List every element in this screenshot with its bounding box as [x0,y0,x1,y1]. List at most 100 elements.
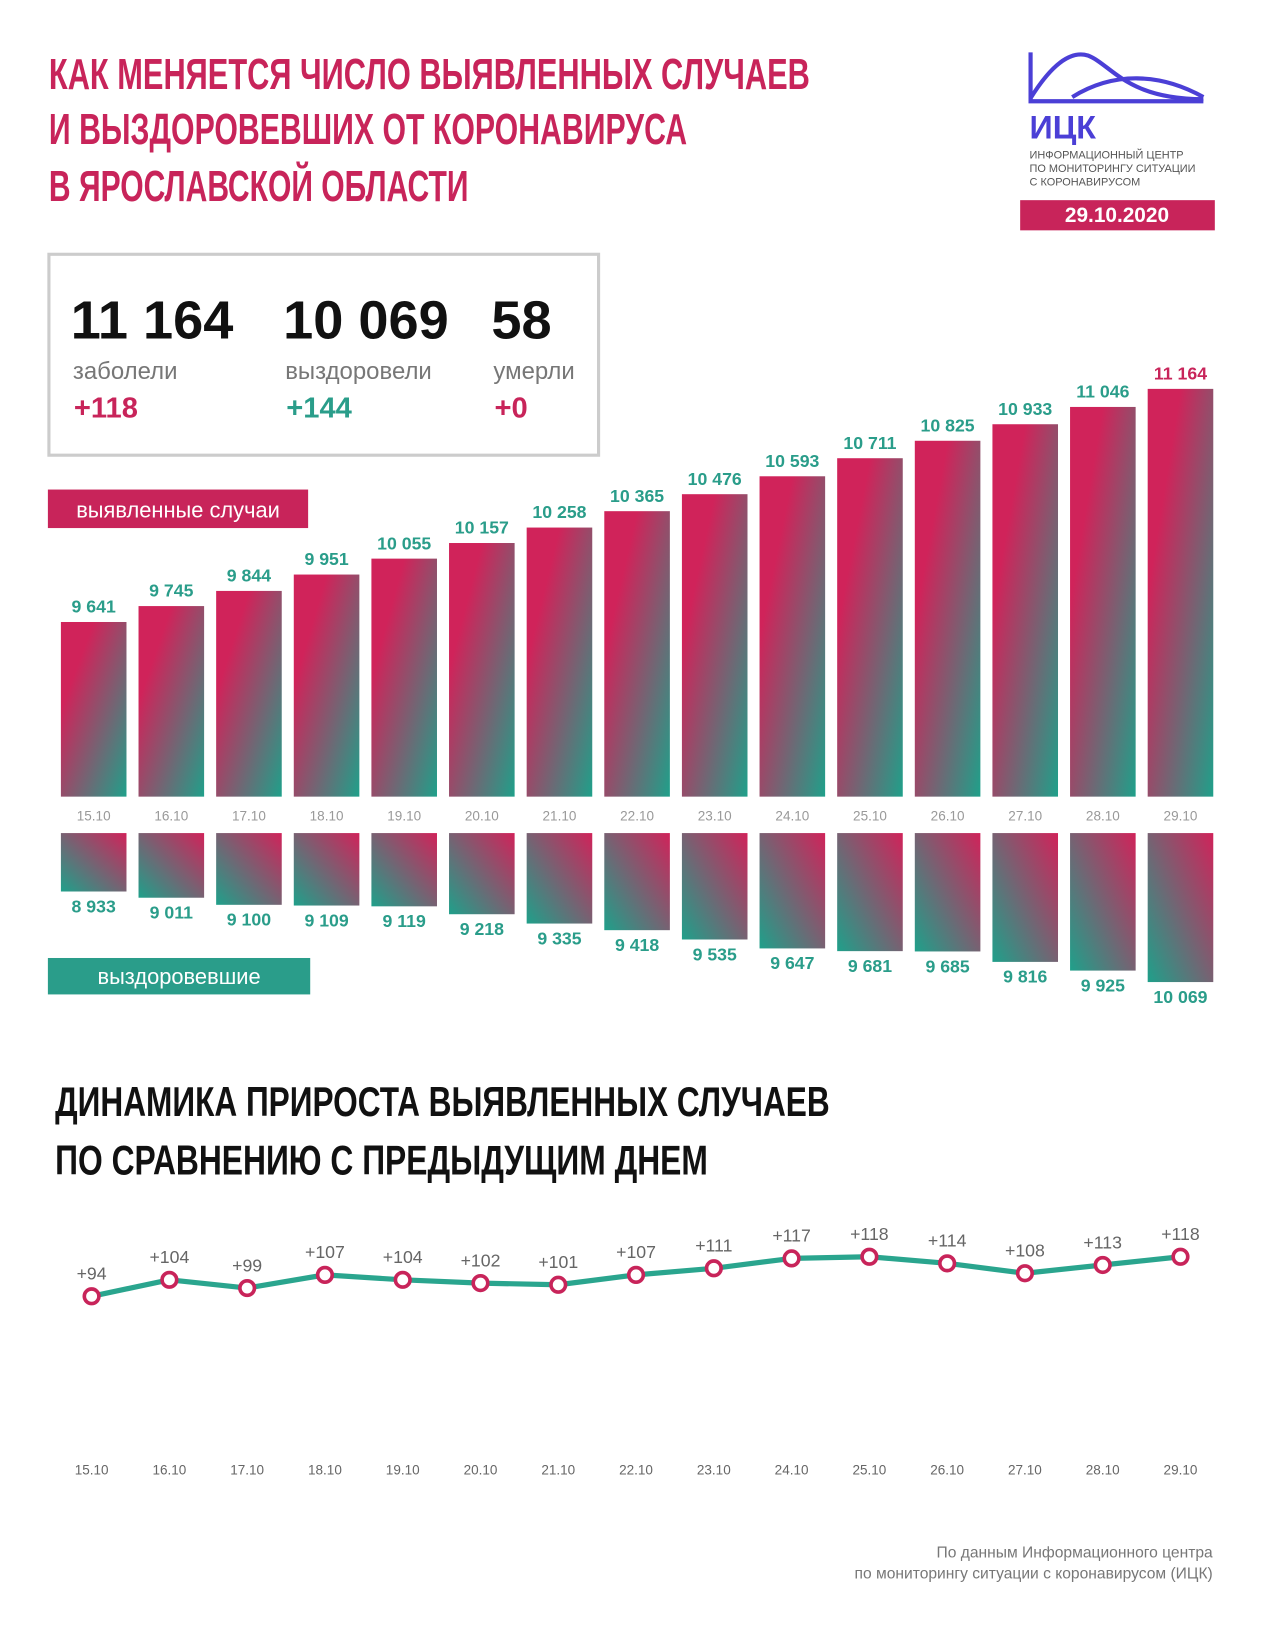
value-label: +114 [928,1231,967,1251]
value-label: 9 535 [693,944,737,964]
x-tick-label: 16.10 [154,809,188,824]
bar [138,833,205,898]
x-tick-label: 26.10 [931,809,965,824]
x-tick-label: 27.10 [1008,809,1042,824]
bar [216,590,282,797]
x-tick-label: 21.10 [541,1462,575,1477]
x-tick-label: 26.10 [930,1462,964,1477]
x-tick-label: 15.10 [77,809,111,824]
bar [1147,388,1214,797]
date-badge [1020,200,1215,231]
value-label: 10 258 [532,502,586,522]
bar [1147,833,1214,983]
summary-delta: +144 [286,393,352,425]
value-label: +118 [1161,1224,1200,1244]
bar [604,511,670,797]
x-tick-label: 28.10 [1086,809,1120,824]
bar [449,833,515,915]
summary-value: 11 164 [71,291,234,351]
x-tick-label: 20.10 [464,1462,498,1477]
x-tick-label: 20.10 [465,809,499,824]
legend-label: выздоровевшие [97,964,260,989]
value-label: 8 933 [72,896,116,916]
x-tick-label: 24.10 [775,809,809,824]
x-tick-label: 19.10 [387,809,421,824]
bar [371,558,437,797]
value-label: +108 [1005,1241,1045,1261]
marker [471,1274,490,1293]
value-label: 10 365 [610,486,664,506]
value-label: 9 641 [72,597,116,617]
footer: По данным Информационного центра [937,1545,1214,1562]
value-label: 9 681 [848,956,892,976]
legend-badge [47,489,309,529]
bar [216,833,282,905]
bar [681,833,748,940]
bar [992,424,1059,797]
x-tick-label: 17.10 [232,809,266,824]
logo-subtitle: С КОРОНАВИРУСОМ [1030,177,1141,189]
logo-frame [1028,52,1204,104]
logo-name: ИЦК [1030,110,1097,146]
bar [60,621,127,797]
marker [626,1265,646,1284]
date: 29.10.2020 [1065,204,1169,227]
marker [782,1249,801,1268]
value-label: +94 [77,1264,107,1284]
logo-mark [1028,52,1205,104]
value-label: 10 069 [1153,987,1207,1007]
marker [160,1270,179,1289]
x-tick-label: 16.10 [152,1462,186,1477]
bar [526,527,593,797]
marker [549,1275,568,1294]
bar [1070,833,1136,971]
bar [449,543,515,797]
x-tick-label: 17.10 [230,1462,264,1477]
logo-subtitle: ПО МОНИТОРИНГУ СИТУАЦИИ [1030,163,1196,175]
bar [759,833,826,949]
value-label: 9 844 [227,566,271,586]
x-tick-label: 27.10 [1008,1462,1042,1477]
value-label: 9 109 [304,910,348,930]
marker [82,1287,101,1306]
value-label: 9 119 [383,911,426,931]
marker [315,1265,335,1284]
x-tick-label: 22.10 [620,809,654,824]
value-label: +104 [149,1247,189,1267]
value-label: 9 925 [1081,975,1125,995]
bar [60,833,127,892]
marker [1171,1247,1190,1266]
value-label: +102 [461,1250,501,1270]
value-label: 10 711 [843,433,896,453]
value-label: 9 647 [770,953,814,973]
value-label: +117 [772,1226,811,1246]
bar [138,606,205,797]
summary-value: 58 [491,291,551,351]
footer: по мониторингу ситуации с коронавирусом … [855,1565,1213,1582]
value-label: +101 [538,1252,578,1272]
line-title: ДИНАМИКА ПРИРОСТА ВЫЯВЛЕННЫХ СЛУЧАЕВ [55,1078,829,1125]
value-label: 11 164 [1154,364,1207,384]
x-tick-label: 29.10 [1164,1462,1198,1477]
value-label: 10 593 [765,451,819,471]
x-tick-label: 23.10 [698,809,732,824]
summary-label: умерли [493,358,574,385]
bar [837,833,903,952]
value-label: 10 933 [998,399,1052,419]
x-tick-label: 23.10 [697,1462,731,1477]
value-label: +118 [850,1224,889,1244]
summary-box [47,252,601,457]
marker [393,1270,412,1289]
logo-subtitle: ИНФОРМАЦИОННЫЙ ЦЕНТР [1030,149,1184,162]
value-label: 9 951 [304,549,348,569]
value-label: 10 476 [688,469,742,489]
value-label: +107 [616,1242,656,1262]
bar [371,833,437,907]
title: КАК МЕНЯЕТСЯ ЧИСЛО ВЫЯВЛЕННЫХ СЛУЧАЕВ [49,50,810,99]
bar [837,458,903,797]
marker [704,1259,723,1278]
x-tick-label: 18.10 [308,1462,342,1477]
value-label: 10 825 [921,415,975,435]
